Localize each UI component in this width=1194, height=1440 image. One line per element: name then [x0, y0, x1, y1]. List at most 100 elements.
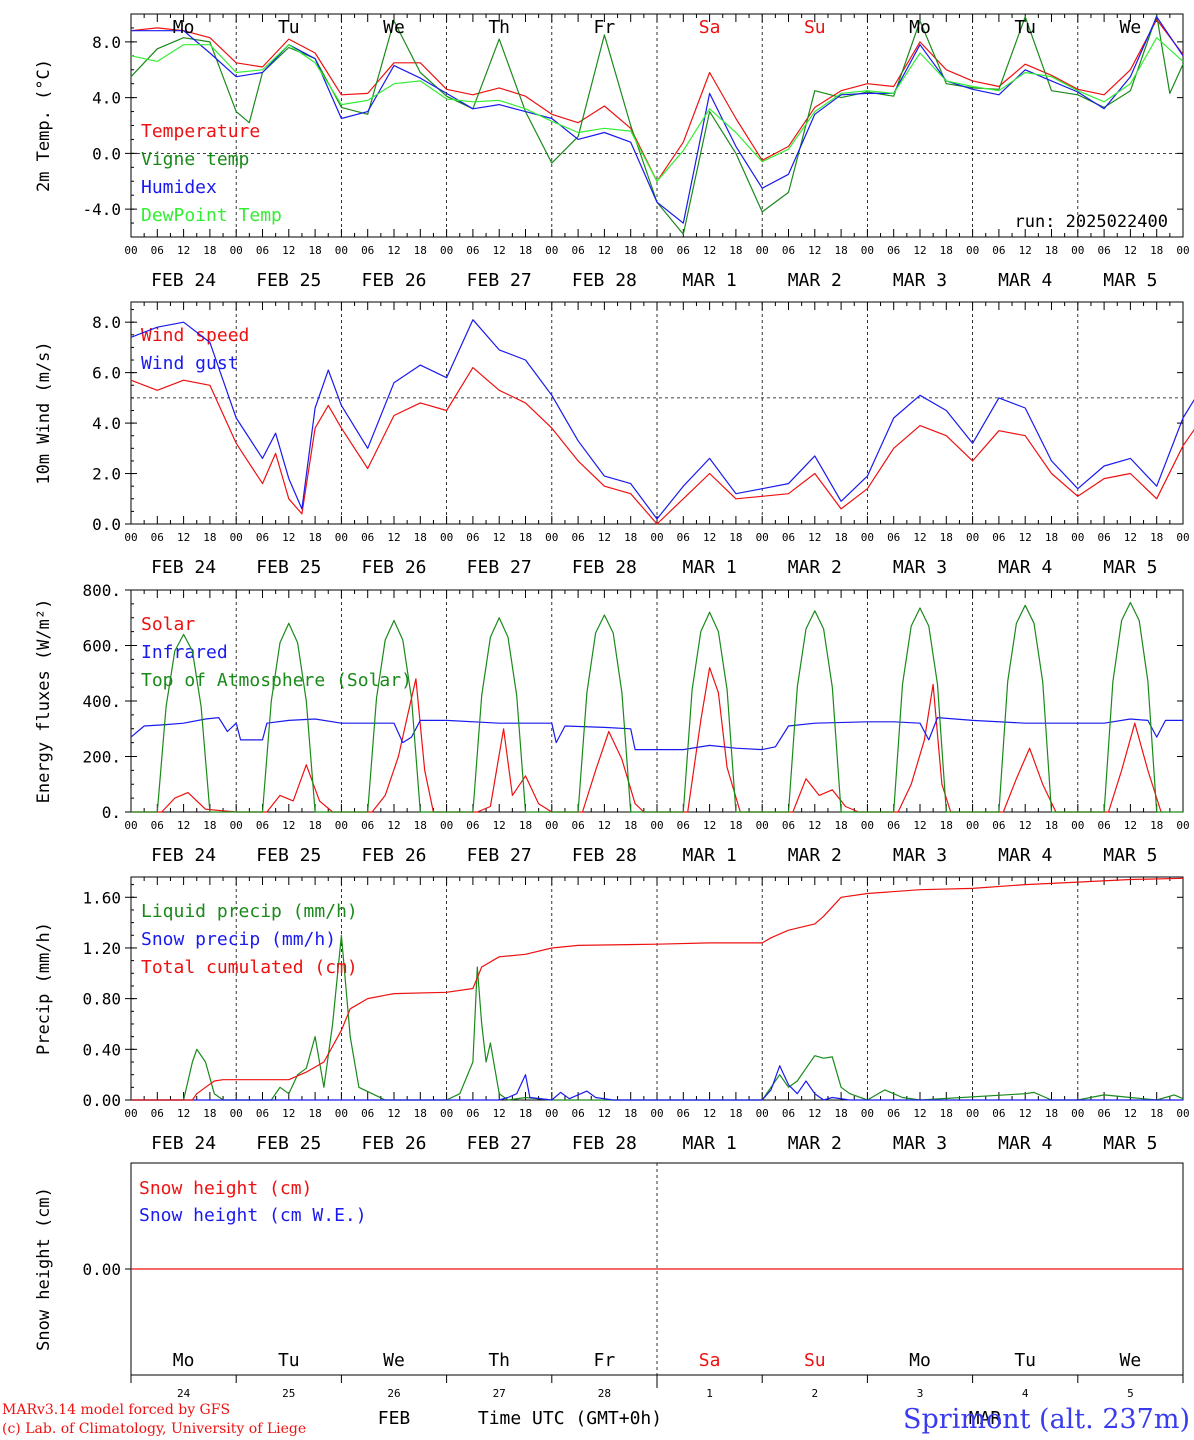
hour-label: 18	[1045, 531, 1058, 544]
date-label: FEB 27	[467, 270, 532, 291]
day-number: 2	[811, 1387, 818, 1400]
legend-entry: Snow height (cm)	[139, 1178, 312, 1199]
panel-5: 0.00 Snow height (cm) Snow height (cm) Snow…	[34, 1162, 1184, 1388]
hour-label: 00	[861, 531, 874, 544]
hour-label: 00	[335, 531, 348, 544]
hour-label: 00	[966, 244, 979, 257]
hour-label: 06	[1097, 531, 1110, 544]
date-label: MAR 1	[683, 1133, 737, 1154]
hour-label: 00	[861, 244, 874, 257]
hour-label: 18	[834, 1107, 847, 1120]
hour-label: 18	[624, 1107, 637, 1120]
hour-label: 06	[466, 244, 479, 257]
date-label: MAR 2	[788, 1133, 842, 1154]
hour-label: 00	[650, 244, 663, 257]
hour-label: 06	[256, 244, 269, 257]
hour-label: 12	[913, 244, 926, 257]
hour-label: 00	[756, 1107, 769, 1120]
date-label: MAR 3	[893, 845, 947, 866]
hour-label: 18	[519, 1107, 532, 1120]
series-line-top-of-atmosphere-solar-	[131, 601, 1183, 813]
hour-label: 06	[782, 819, 795, 832]
hour-label: 06	[1097, 1107, 1110, 1120]
series-line-humidex	[131, 16, 1184, 224]
y-tick-label: 0.0	[92, 144, 121, 163]
hour-label: 06	[992, 531, 1005, 544]
hour-label: 18	[834, 531, 847, 544]
hour-label: 12	[1019, 531, 1032, 544]
model-credit: MARv3.14 model forced by GFS	[2, 1402, 230, 1418]
hour-label: 00	[861, 1107, 874, 1120]
hour-label: 00	[650, 1107, 663, 1120]
y-tick-label: 0.00	[82, 1091, 121, 1110]
y-tick-label: 1.60	[82, 888, 121, 907]
hour-label: 18	[203, 819, 216, 832]
hour-label: 12	[387, 1107, 400, 1120]
y-tick-label: 2.0	[92, 465, 121, 484]
hour-label: 00	[966, 531, 979, 544]
day-number: 27	[493, 1387, 506, 1400]
date-label: MAR 5	[1103, 557, 1157, 578]
hour-label: 00	[230, 531, 243, 544]
y-tick-label: 1.20	[82, 939, 121, 958]
hour-label: 18	[729, 531, 742, 544]
weekday-label-top: Mo	[173, 17, 195, 38]
day-number: 5	[1127, 1387, 1134, 1400]
series-line-snow-precip-mm-h-	[131, 1065, 1183, 1101]
hour-label: 06	[151, 531, 164, 544]
weekday-label-top: We	[1120, 17, 1142, 38]
hour-label: 12	[1124, 531, 1137, 544]
date-label: FEB 24	[151, 557, 216, 578]
hour-label: 18	[414, 531, 427, 544]
date-label: FEB 28	[572, 845, 637, 866]
date-label: FEB 28	[572, 557, 637, 578]
day-number: 25	[282, 1387, 295, 1400]
hour-label: 18	[834, 244, 847, 257]
weekday-label-top: Tu	[1014, 17, 1036, 38]
date-label: MAR 4	[998, 845, 1052, 866]
hour-label: 00	[756, 531, 769, 544]
hour-label: 00	[966, 1107, 979, 1120]
lab-credit: (c) Lab. of Climatology, University of L…	[2, 1421, 306, 1437]
hour-label: 00	[1176, 819, 1189, 832]
hour-label: 18	[1045, 1107, 1058, 1120]
series-line-dewpoint-temp	[130, 37, 1184, 182]
series-line-wind-speed	[130, 367, 1194, 525]
date-label: FEB 24	[151, 845, 216, 866]
hour-label: 12	[808, 819, 821, 832]
hour-label: 12	[1019, 244, 1032, 257]
hour-label: 18	[414, 244, 427, 257]
hour-label: 18	[308, 244, 321, 257]
hour-label: 06	[466, 531, 479, 544]
hour-label: 18	[308, 531, 321, 544]
date-label: MAR 3	[893, 557, 947, 578]
legend-entry: Snow height (cm W.E.)	[139, 1205, 367, 1226]
hour-label: 18	[519, 244, 532, 257]
date-label: MAR 2	[788, 845, 842, 866]
hour-label: 00	[756, 819, 769, 832]
weekday-label-bottom: We	[383, 1350, 405, 1371]
hour-label: 12	[387, 244, 400, 257]
hour-label: 00	[756, 244, 769, 257]
month-label-mar: MAR	[969, 1408, 1002, 1429]
day-number: 3	[917, 1387, 924, 1400]
hour-label: 06	[571, 819, 584, 832]
hour-label: 00	[1071, 819, 1084, 832]
hour-label: 12	[703, 531, 716, 544]
y-tick-label: 4.0	[92, 89, 121, 108]
y-tick-label: 4.0	[92, 414, 121, 433]
legend-entry: Temperature	[141, 121, 260, 142]
hour-label: 18	[1045, 244, 1058, 257]
hour-label: 06	[466, 819, 479, 832]
date-label: FEB 28	[572, 270, 637, 291]
hour-label: 18	[940, 244, 953, 257]
hour-label: 18	[1150, 244, 1163, 257]
hour-label: 18	[729, 1107, 742, 1120]
y-axis-title: 2m Temp. (°C)	[34, 59, 54, 192]
hour-label: 00	[440, 531, 453, 544]
date-label: MAR 4	[998, 1133, 1052, 1154]
hour-label: 12	[913, 819, 926, 832]
hour-label: 18	[624, 244, 637, 257]
hour-label: 12	[177, 531, 190, 544]
hour-label: 12	[913, 531, 926, 544]
